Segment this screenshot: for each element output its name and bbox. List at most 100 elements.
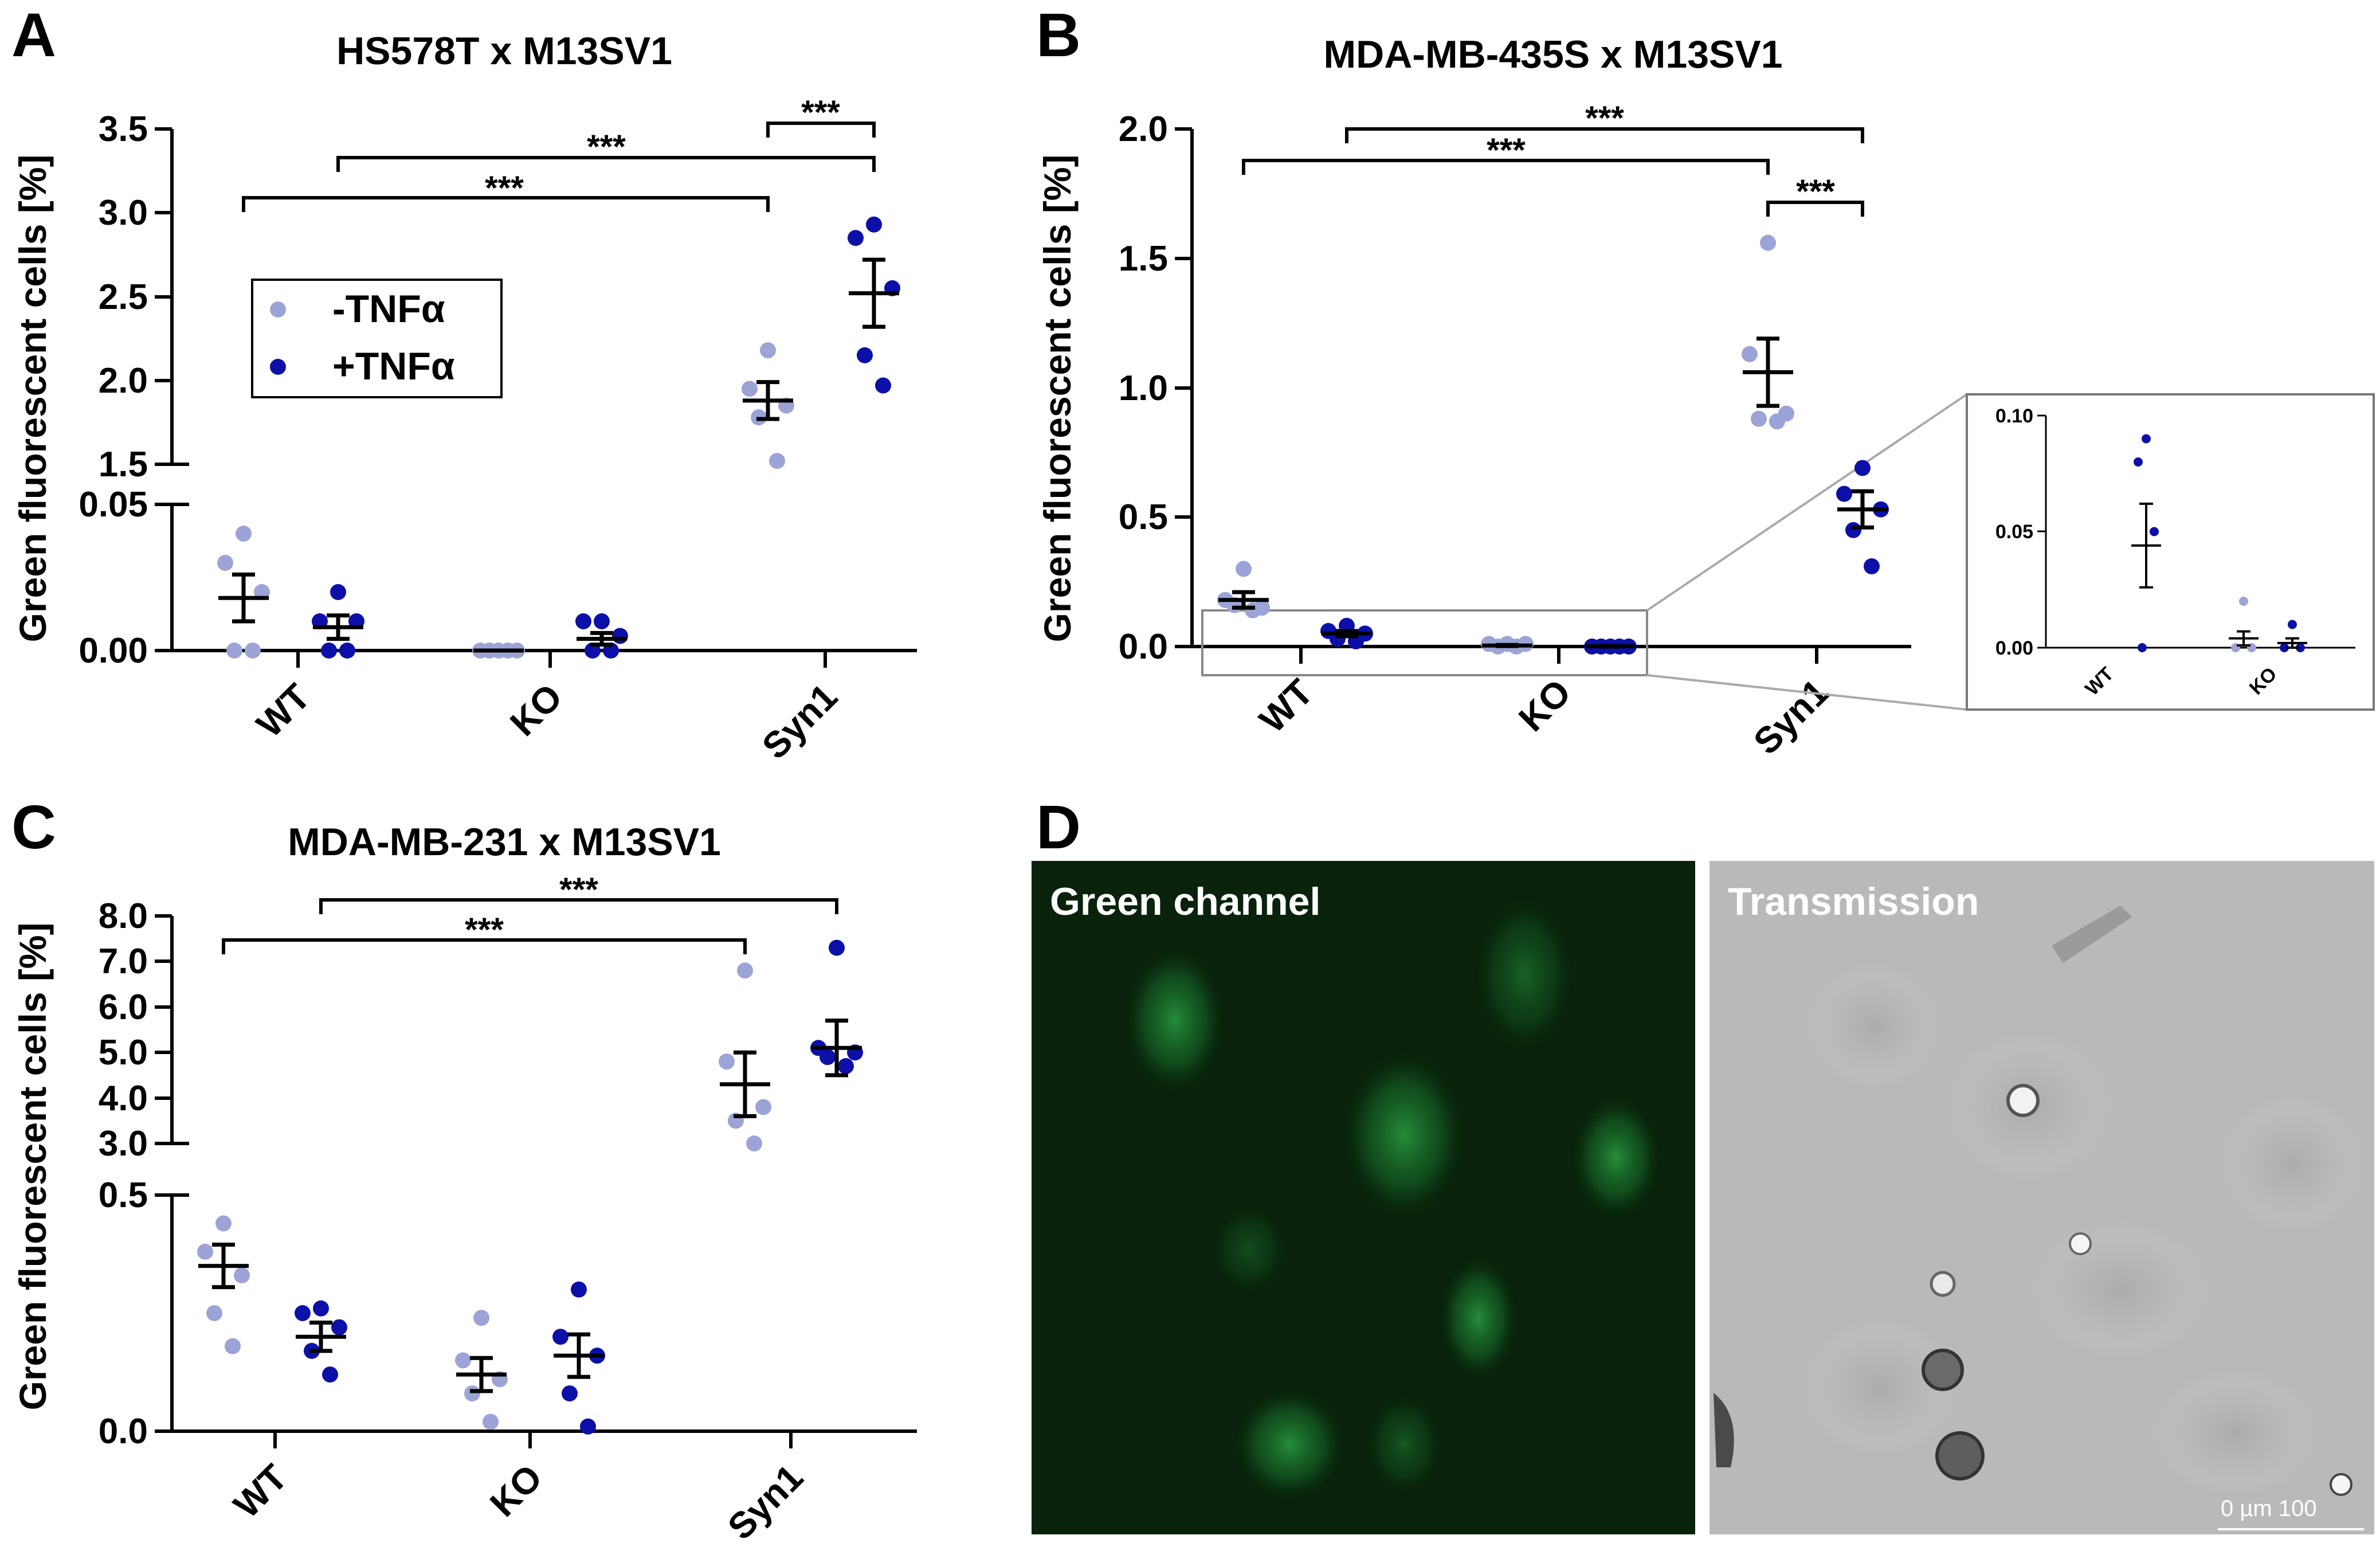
plot-c-marks — [197, 939, 863, 1435]
point-c-s0-g1-1 — [455, 1352, 471, 1369]
inset-point-s1-g1-1 — [2280, 643, 2289, 652]
point-a-s1-g1-2 — [612, 628, 628, 644]
legend-minus-marker — [270, 301, 286, 318]
point-c-s1-g1-0 — [571, 1281, 587, 1298]
ytick-c-3: 3.0 — [99, 1124, 148, 1164]
ytick-labels-c: 8.0 7.0 6.0 5.0 4.0 3.0 0.5 0.0 — [99, 896, 148, 1451]
point-b-s1-g2-4 — [1864, 558, 1880, 575]
ytick-a-0-00: 0.00 — [79, 631, 148, 671]
xtick-b-ko: KO — [1511, 671, 1579, 739]
point-b-s0-g0-4 — [1245, 602, 1261, 618]
xtick-b-syn1: Syn1 — [1746, 671, 1837, 762]
inset-point-s1-g0-3 — [2138, 643, 2147, 652]
transmission-label: Transmission — [1728, 880, 1979, 923]
point-a-s1-g0-0 — [330, 584, 346, 600]
point-b-s0-g2-4 — [1769, 413, 1785, 430]
errorbar-a-s1-g2 — [862, 257, 885, 329]
inset-point-s1-g0-2 — [2150, 527, 2159, 536]
xtick-b-wt: WT — [1252, 671, 1321, 741]
panel-label-d: D — [1036, 792, 1081, 861]
ylabel-b: Green fluorescent cells [%] — [1036, 155, 1079, 643]
errorbar-b-s0-g1 — [1496, 643, 1519, 648]
inset-ytick-0-10: 0.10 — [1995, 405, 2033, 427]
sig-b-2: *** — [1585, 100, 1624, 137]
inset-errorbar-s1-g0 — [2139, 502, 2153, 589]
image-transmission: Transmission 0 µm 100 — [1709, 861, 2374, 1534]
inset-frame — [1966, 393, 2375, 711]
ytick-a-2-5: 2.5 — [99, 277, 148, 317]
ytick-c-7: 7.0 — [99, 942, 148, 981]
ytick-c-0-5: 0.5 — [99, 1176, 148, 1215]
ytick-b-1-0: 1.0 — [1119, 369, 1168, 408]
ytick-b-1-5: 1.5 — [1119, 239, 1168, 279]
point-c-s0-g2-1 — [719, 1053, 735, 1070]
point-c-s0-g0-1 — [197, 1243, 213, 1260]
point-a-s1-g0-3 — [321, 643, 337, 659]
green-channel-label: Green channel — [1050, 880, 1320, 923]
xtick-labels-a: WT KO Syn1 — [249, 676, 845, 767]
ytick-a-1-5: 1.5 — [99, 445, 148, 484]
panel-label-c: C — [11, 792, 56, 861]
point-b-s0-g0-0 — [1236, 561, 1252, 577]
point-c-s1-g2-4 — [838, 1058, 854, 1075]
errorbar-b-s1-g0 — [1335, 629, 1358, 639]
point-c-s1-g1-1 — [552, 1329, 568, 1345]
point-a-s1-g1-1 — [575, 613, 591, 629]
ytick-labels-a: 3.5 3.0 2.5 2.0 1.5 0.05 0.00 — [79, 109, 148, 671]
sig-a-1: *** — [485, 170, 524, 207]
inset-point-s1-g0-1 — [2134, 457, 2143, 467]
image-green-channel: Green channel — [1032, 861, 1695, 1534]
inset-point-s1-g0-0 — [2142, 434, 2151, 444]
point-c-s0-g0-4 — [225, 1338, 241, 1354]
inset-point-s0-g1-0 — [2239, 597, 2248, 606]
legend-minus-label: -TNFα — [332, 287, 445, 331]
sig-a-2: *** — [587, 128, 626, 166]
ytick-c-8: 8.0 — [99, 896, 148, 936]
errorbar-a-s1-g0 — [327, 613, 350, 641]
inset-ytick-0-05: 0.05 — [1995, 521, 2033, 543]
errorbar-b-s1-g1 — [1599, 644, 1622, 649]
ytick-b-0-0: 0.0 — [1119, 627, 1168, 667]
sig-c-1: *** — [465, 911, 504, 949]
errorbar-b-s0-g0 — [1232, 590, 1255, 610]
point-c-s0-g1-0 — [473, 1310, 489, 1326]
ytick-b-0-5: 0.5 — [1119, 498, 1168, 537]
significance-c: *** *** — [222, 871, 838, 954]
zoom-indicator — [1201, 393, 1968, 711]
errorbar-a-s1-g1 — [590, 630, 613, 647]
inset-b: 0.10 0.05 0.00 WT KO — [1966, 393, 2375, 711]
xtick-labels-b: WT KO Syn1 — [1252, 671, 1837, 762]
zoom-box — [1201, 609, 1648, 676]
ytick-c-6: 6.0 — [99, 988, 148, 1027]
point-b-s1-g2-3 — [1845, 522, 1861, 538]
point-a-s1-g2-0 — [866, 216, 882, 233]
point-b-s0-g2-1 — [1742, 346, 1758, 362]
point-a-s0-g0-1 — [217, 555, 233, 571]
errorbar-c-s1-g2 — [825, 1019, 848, 1078]
scale-bar-label: 0 µm 100 — [2221, 1496, 2317, 1521]
xtick-c-ko: KO — [482, 1456, 550, 1525]
point-c-s0-g1-4 — [483, 1413, 499, 1430]
panel-label-a: A — [11, 0, 56, 69]
ytick-c-4: 4.0 — [99, 1079, 148, 1118]
errorbar-a-s0-g2 — [756, 380, 779, 421]
errorbar-c-s1-g0 — [309, 1320, 332, 1353]
ylabel-c: Green fluorescent cells [%] — [11, 923, 54, 1411]
point-c-s1-g2-0 — [829, 939, 845, 956]
errorbar-c-s0-g0 — [212, 1243, 235, 1290]
point-a-s1-g2-3 — [857, 347, 873, 363]
point-b-s0-g2-0 — [1760, 234, 1776, 251]
title-c: MDA-MB-231 x M13SV1 — [288, 820, 721, 864]
point-c-s1-g0-0 — [313, 1300, 329, 1317]
xtick-c-syn1: Syn1 — [720, 1456, 811, 1548]
inset-errorbar-s0-g1 — [2237, 630, 2250, 647]
errorbar-a-s0-g0 — [232, 572, 255, 624]
title-a: HS578T x M13SV1 — [336, 29, 672, 73]
point-b-s1-g2-0 — [1854, 460, 1871, 476]
point-a-s1-g2-4 — [875, 377, 891, 394]
ylabel-a: Green fluorescent cells [%] — [11, 155, 54, 643]
errorbar-c-s0-g1 — [470, 1356, 493, 1393]
inset-ytick-0-00: 0.00 — [1995, 637, 2033, 659]
ytick-a-0-05: 0.05 — [79, 485, 148, 524]
legend-box — [251, 279, 503, 398]
